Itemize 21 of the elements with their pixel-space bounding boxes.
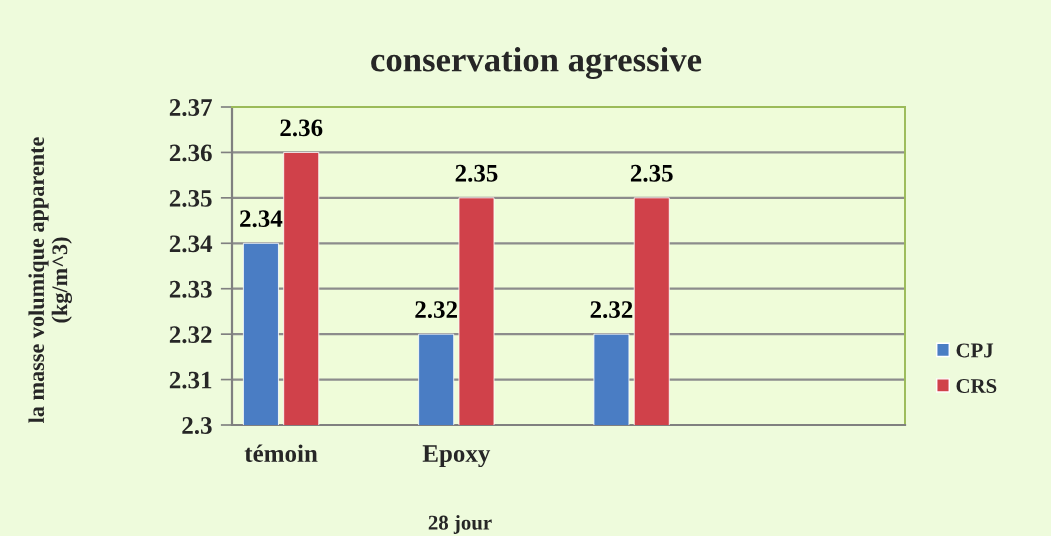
y-tick-label: 2.32 — [169, 326, 212, 344]
y-tick-label: 2.36 — [169, 144, 212, 162]
data-label: 2.35 — [455, 164, 498, 182]
y-tick-label: 2.34 — [169, 235, 213, 253]
y-tick-label: 2.31 — [169, 371, 212, 389]
data-label: 2.36 — [280, 119, 323, 137]
data-label: 2.32 — [415, 301, 457, 319]
x-axis-title: 28 jour — [428, 515, 492, 534]
chart-title: conservation agressive — [371, 47, 702, 79]
legend-label: CRS — [956, 378, 997, 393]
legend-label: CPJ — [956, 343, 994, 358]
y-tick-label: 2.35 — [169, 189, 212, 207]
y-tick-label: 2.3 — [182, 417, 212, 435]
data-label: 2.35 — [630, 164, 673, 182]
data-label: 2.34 — [240, 210, 283, 228]
y-axis-title: la masse volumique apparente (kg/m^3) — [28, 137, 72, 423]
data-label: 2.32 — [590, 301, 633, 319]
x-tick-label: Epoxy — [422, 445, 491, 468]
y-tick-label: 2.33 — [169, 280, 212, 298]
x-tick-label: témoin — [244, 444, 318, 463]
y-tick-label: 2.37 — [169, 99, 212, 117]
